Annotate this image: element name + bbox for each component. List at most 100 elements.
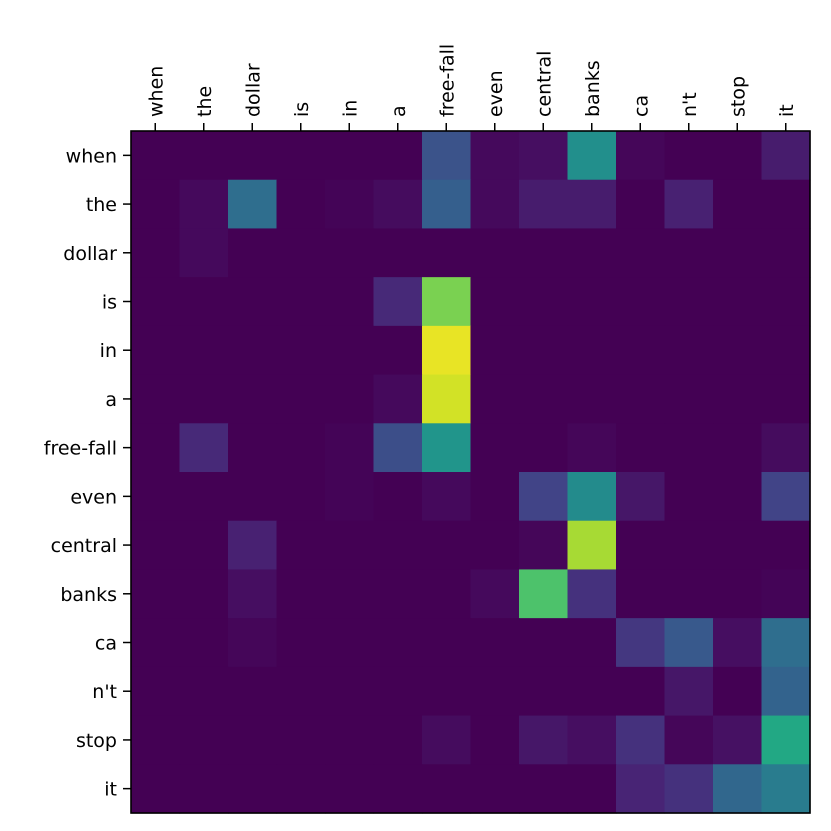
y-tick-label: dollar xyxy=(63,243,117,265)
heatmap-cell xyxy=(325,277,375,327)
heatmap-cell xyxy=(470,666,520,717)
heatmap-cell xyxy=(470,277,520,327)
heatmap-cell xyxy=(325,618,375,668)
heatmap-cell xyxy=(131,520,181,571)
heatmap-cell xyxy=(567,472,617,522)
heatmap-cell xyxy=(713,764,763,814)
heatmap-cell xyxy=(422,764,472,814)
heatmap-cell xyxy=(131,179,181,230)
heatmap-cell xyxy=(228,618,278,668)
heatmap-cell xyxy=(422,277,472,327)
heatmap-cell xyxy=(519,131,569,181)
x-tick-label: central xyxy=(533,51,555,117)
heatmap-cell xyxy=(616,228,666,278)
heatmap-cell xyxy=(179,618,229,668)
y-axis-ticks: when the dollar is in a free-fall even central ba… xyxy=(44,145,131,801)
heatmap-cell xyxy=(373,131,423,181)
x-tick-label: is xyxy=(291,102,313,117)
heatmap-cell xyxy=(519,569,569,619)
heatmap-cell xyxy=(616,764,666,814)
heatmap-cell xyxy=(325,472,375,522)
heatmap-cell xyxy=(325,374,375,424)
heatmap-cell xyxy=(664,325,714,376)
y-tick-label: even xyxy=(70,486,117,508)
heatmap-cell xyxy=(131,423,181,473)
heatmap-cell xyxy=(470,715,520,765)
x-tick-label: in xyxy=(339,100,361,117)
heatmap-cell xyxy=(325,715,375,765)
heatmap-cell xyxy=(179,520,229,571)
heatmap-cell xyxy=(228,131,278,181)
heatmap-cell xyxy=(567,423,617,473)
heatmap-cell xyxy=(519,472,569,522)
heatmap-cell xyxy=(470,423,520,473)
heatmap-cell xyxy=(616,179,666,230)
heatmap-cell xyxy=(131,325,181,376)
heatmap-cell xyxy=(664,131,714,181)
heatmap-cell xyxy=(519,666,569,717)
heatmap-cell xyxy=(228,277,278,327)
heatmap-cell xyxy=(373,472,423,522)
heatmap-cell xyxy=(761,131,811,181)
heatmap-cell xyxy=(179,569,229,619)
x-tick-label: n't xyxy=(679,92,701,117)
heatmap-cell xyxy=(761,666,811,717)
heatmap-cell xyxy=(228,569,278,619)
heatmap-cell xyxy=(373,228,423,278)
heatmap-cell xyxy=(713,715,763,765)
y-tick-label: a xyxy=(105,389,117,411)
heatmap-cell xyxy=(325,423,375,473)
heatmap-cell xyxy=(179,715,229,765)
heatmap-cell xyxy=(567,764,617,814)
heatmap-cell xyxy=(713,472,763,522)
heatmap-cell xyxy=(228,325,278,376)
heatmap-cell xyxy=(276,520,326,571)
x-axis-ticks: when the dollar is in a free-fall even central ba… xyxy=(145,44,798,131)
x-tick-label: it xyxy=(776,104,798,117)
heatmap-cell xyxy=(325,569,375,619)
heatmap-cell xyxy=(179,764,229,814)
heatmap-cell xyxy=(519,520,569,571)
heatmap-cell xyxy=(519,277,569,327)
heatmap-cell xyxy=(422,472,472,522)
heatmap-cell xyxy=(470,325,520,376)
heatmap-cell xyxy=(228,374,278,424)
heatmap-cell xyxy=(470,520,520,571)
x-tick-label: the xyxy=(194,86,216,117)
heatmap-cell xyxy=(373,715,423,765)
heatmap-cell xyxy=(325,764,375,814)
heatmap-cell xyxy=(373,764,423,814)
heatmap-cell xyxy=(616,569,666,619)
heatmap-cell xyxy=(616,423,666,473)
x-tick-label: ca xyxy=(630,95,652,117)
heatmap-cell xyxy=(131,569,181,619)
heatmap-cell xyxy=(567,715,617,765)
y-tick-label: the xyxy=(86,194,117,216)
heatmap-cell xyxy=(713,277,763,327)
heatmap-cell xyxy=(276,618,326,668)
heatmap-cell xyxy=(519,325,569,376)
heatmap-cell xyxy=(761,569,811,619)
heatmap-cell xyxy=(179,325,229,376)
heatmap-cell xyxy=(422,374,472,424)
heatmap-cell xyxy=(373,179,423,230)
x-tick-label: when xyxy=(145,66,167,117)
heatmap-cell xyxy=(616,277,666,327)
heatmap-cell xyxy=(567,666,617,717)
heatmap-cell xyxy=(325,179,375,230)
heatmap-cell xyxy=(228,423,278,473)
heatmap-cell xyxy=(179,666,229,717)
heatmap-cell xyxy=(713,179,763,230)
heatmap-cell xyxy=(761,618,811,668)
heatmap-cell xyxy=(567,228,617,278)
heatmap-cell xyxy=(713,131,763,181)
y-tick-label: n't xyxy=(92,681,117,703)
heatmap-cell xyxy=(713,325,763,376)
x-tick-label: even xyxy=(485,70,507,117)
heatmap-cell xyxy=(131,131,181,181)
heatmap-cell xyxy=(713,666,763,717)
heatmap-cell xyxy=(761,374,811,424)
heatmap-cell xyxy=(131,374,181,424)
heatmap-cell xyxy=(761,520,811,571)
